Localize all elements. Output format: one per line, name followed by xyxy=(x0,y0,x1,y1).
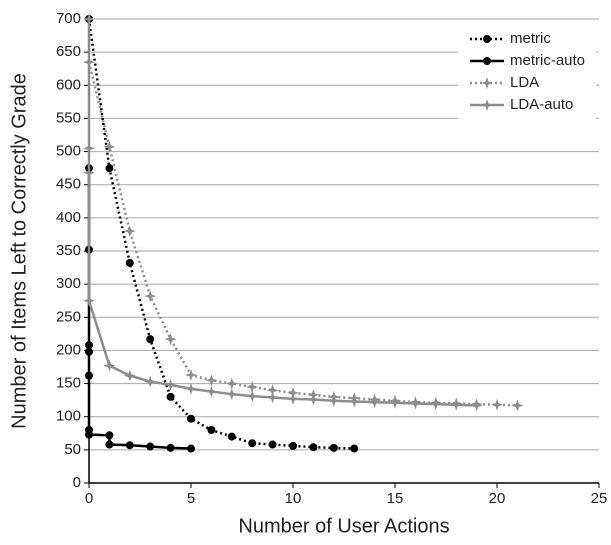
marker xyxy=(105,440,114,449)
marker xyxy=(83,166,95,179)
marker xyxy=(166,443,175,452)
marker xyxy=(146,442,155,451)
marker xyxy=(125,441,134,450)
marker xyxy=(246,390,259,403)
marker xyxy=(125,258,134,267)
y-tick-label: 0 xyxy=(73,474,81,491)
y-tick-label: 450 xyxy=(56,176,81,193)
marker xyxy=(205,374,218,387)
marker xyxy=(327,394,340,407)
series-line xyxy=(87,19,477,407)
marker xyxy=(85,371,93,380)
marker xyxy=(268,440,277,449)
legend-marker xyxy=(481,77,493,89)
y-tick-label: 550 xyxy=(56,109,81,126)
x-tick-label: 5 xyxy=(187,490,195,507)
y-tick-label: 650 xyxy=(56,43,81,60)
x-tick-label: 20 xyxy=(489,490,506,507)
x-tick-label: 25 xyxy=(591,490,608,507)
marker xyxy=(491,398,503,411)
series-line xyxy=(87,61,518,407)
marker xyxy=(307,393,320,406)
marker xyxy=(350,444,359,453)
y-tick-label: 400 xyxy=(56,209,81,226)
marker xyxy=(185,382,197,395)
marker xyxy=(85,341,93,350)
marker xyxy=(103,359,116,372)
marker xyxy=(85,347,93,356)
marker xyxy=(389,396,401,409)
legend-label: metric xyxy=(510,30,551,47)
marker xyxy=(187,444,195,453)
marker xyxy=(164,333,177,346)
x-tick-label: 0 xyxy=(85,490,93,507)
marker xyxy=(83,142,95,155)
y-tick-label: 700 xyxy=(56,10,81,27)
marker xyxy=(368,396,381,409)
marker xyxy=(246,380,259,393)
y-tick-label: 150 xyxy=(56,375,81,392)
y-tick-label: 350 xyxy=(56,242,81,259)
legend-marker xyxy=(483,57,491,65)
x-tick-label: 15 xyxy=(387,490,404,507)
marker xyxy=(450,398,463,411)
marker xyxy=(105,431,114,440)
marker xyxy=(511,399,524,412)
marker xyxy=(409,397,422,410)
marker xyxy=(248,439,257,448)
marker xyxy=(166,392,175,401)
y-tick-label: 250 xyxy=(56,308,81,325)
marker xyxy=(146,335,155,344)
marker xyxy=(187,414,195,423)
marker xyxy=(85,430,93,439)
marker xyxy=(185,368,197,381)
series-line xyxy=(87,168,192,450)
marker xyxy=(227,432,236,441)
marker xyxy=(83,294,95,307)
legend-label: LDA xyxy=(510,74,539,91)
legend-marker xyxy=(481,99,493,111)
marker xyxy=(123,369,136,382)
y-tick-label: 600 xyxy=(56,76,81,93)
x-axis-label: Number of User Actions xyxy=(238,515,449,537)
marker xyxy=(144,375,157,388)
legend-label: LDA-auto xyxy=(510,96,573,113)
y-tick-label: 50 xyxy=(64,441,81,458)
marker xyxy=(266,384,279,397)
y-tick-label: 500 xyxy=(56,143,81,160)
marker xyxy=(309,443,318,452)
marker xyxy=(205,385,218,398)
marker xyxy=(105,164,114,173)
marker xyxy=(470,399,483,412)
y-tick-label: 200 xyxy=(56,341,81,358)
y-tick-label: 100 xyxy=(56,408,81,425)
y-tick-label: 300 xyxy=(56,275,81,292)
marker xyxy=(103,140,116,153)
x-tick-label: 10 xyxy=(285,490,302,507)
marker xyxy=(144,290,157,303)
marker xyxy=(348,395,361,408)
marker xyxy=(287,392,299,405)
marker xyxy=(83,13,95,25)
legend-label: metric-auto xyxy=(510,52,585,69)
marker xyxy=(225,388,238,401)
marker xyxy=(429,398,442,411)
marker xyxy=(266,391,279,404)
marker xyxy=(123,225,136,238)
marker xyxy=(225,377,238,390)
marker xyxy=(289,441,297,450)
marker xyxy=(164,378,177,391)
marker xyxy=(207,425,216,434)
marker xyxy=(329,443,338,452)
legend-marker xyxy=(483,35,491,43)
y-axis-label: Number of Items Left to Correctly Grade xyxy=(8,73,30,429)
